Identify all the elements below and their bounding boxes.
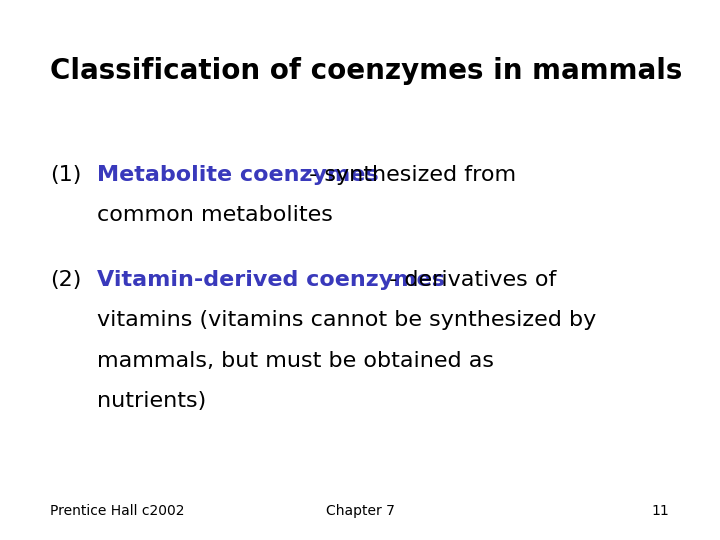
Text: 11: 11 [652, 504, 670, 518]
Text: - derivatives of: - derivatives of [382, 270, 556, 290]
Text: Metabolite coenzymes: Metabolite coenzymes [97, 165, 379, 185]
Text: nutrients): nutrients) [97, 392, 207, 411]
Text: mammals, but must be obtained as: mammals, but must be obtained as [97, 351, 494, 371]
Text: common metabolites: common metabolites [97, 205, 333, 225]
Text: (2): (2) [50, 270, 82, 290]
Text: - synthesized from: - synthesized from [302, 165, 516, 185]
Text: (1): (1) [50, 165, 82, 185]
Text: Chapter 7: Chapter 7 [325, 504, 395, 518]
Text: vitamins (vitamins cannot be synthesized by: vitamins (vitamins cannot be synthesized… [97, 310, 596, 330]
Text: Prentice Hall c2002: Prentice Hall c2002 [50, 504, 185, 518]
Text: Vitamin-derived coenzymes: Vitamin-derived coenzymes [97, 270, 445, 290]
Text: Classification of coenzymes in mammals: Classification of coenzymes in mammals [50, 57, 683, 85]
